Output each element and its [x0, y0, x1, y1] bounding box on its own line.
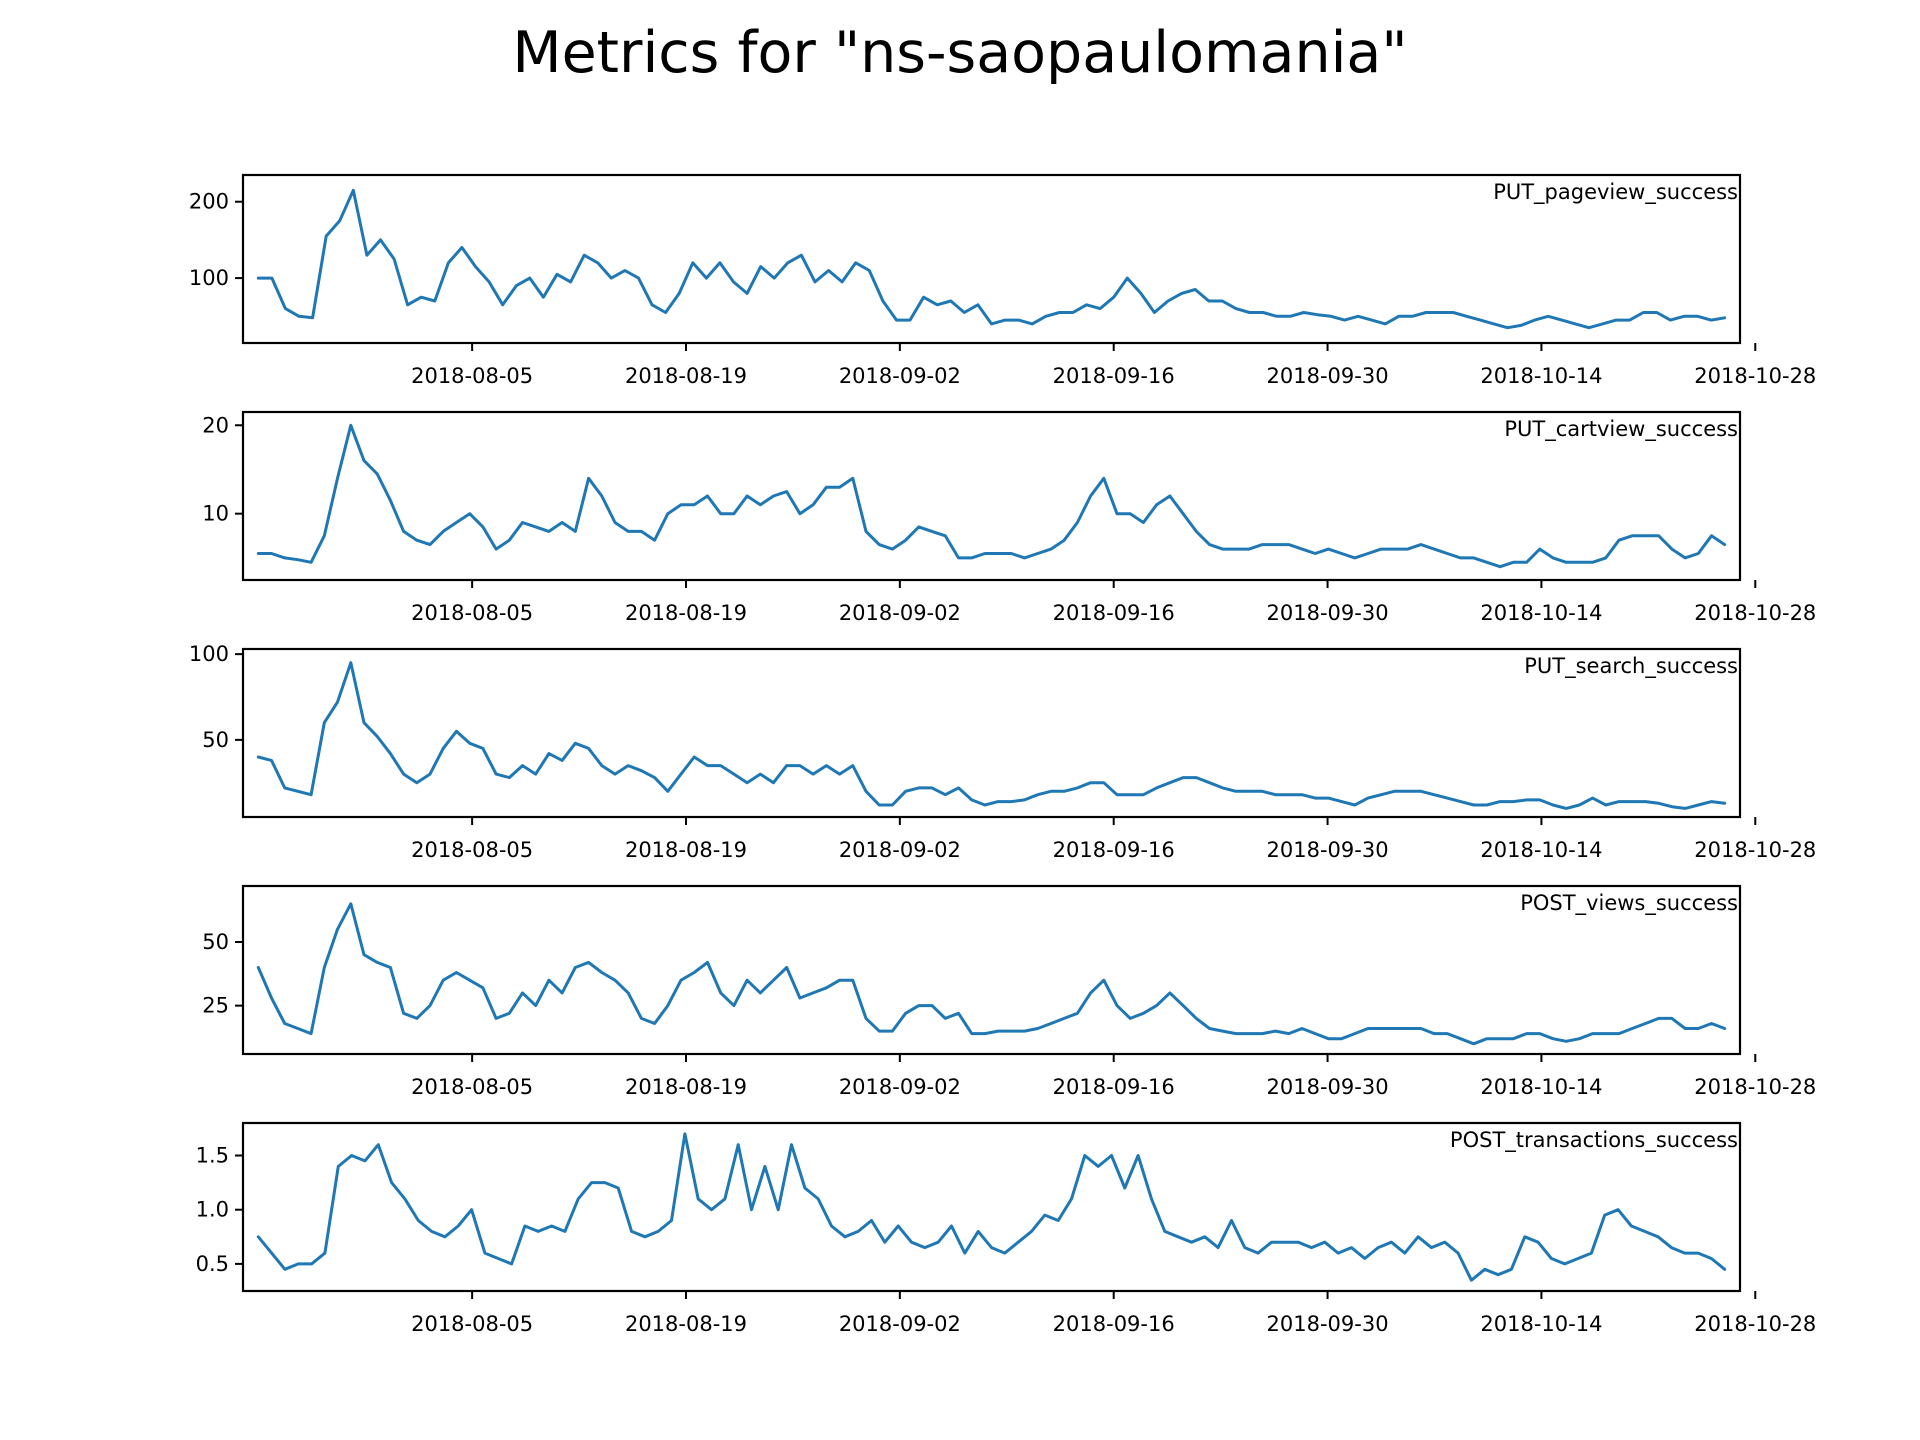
- panel-label: POST_transactions_success: [1450, 1128, 1738, 1153]
- x-tick-label: 2018-09-30: [1267, 838, 1389, 862]
- x-tick-label: 2018-10-14: [1480, 1312, 1602, 1336]
- series-line-PUT_search_success: [256, 661, 1727, 810]
- subplot-2: 10 20 2018-08-05 2018-08-19 2018-09-02 2018-0…: [202, 410, 1816, 625]
- x-tick-label: 2018-09-30: [1267, 364, 1389, 388]
- x-tick-label: 2018-08-19: [625, 601, 747, 625]
- x-tick-label: 2018-09-02: [839, 364, 961, 388]
- series-line-PUT_cartview_success: [256, 423, 1727, 569]
- plot-frame: [241, 884, 1742, 1056]
- series-line-PUT_pageview_success: [256, 188, 1727, 330]
- panel-label: PUT_pageview_success: [1493, 180, 1738, 205]
- subplot-1: 100 200 2018-08-05 2018-08-19 2018-09-02 2018…: [189, 173, 1816, 388]
- x-tick-label: 2018-10-28: [1694, 601, 1816, 625]
- x-tick-label: 2018-10-28: [1694, 1312, 1816, 1336]
- subplot-3: 50 100 2018-08-05 2018-08-19 2018-09-02 2018-…: [189, 642, 1816, 862]
- x-tick-label: 2018-08-19: [625, 364, 747, 388]
- y-tick-label: 0.5: [196, 1252, 229, 1276]
- x-tick-label: 2018-09-30: [1267, 1312, 1389, 1336]
- plot-frame: [241, 410, 1742, 582]
- x-tick-label: 2018-10-28: [1694, 838, 1816, 862]
- x-tick-label: 2018-08-05: [411, 364, 533, 388]
- plot-frame: [241, 173, 1742, 345]
- x-tick-label: 2018-08-05: [411, 601, 533, 625]
- y-tick-label: 1.5: [196, 1144, 229, 1168]
- x-tick-label: 2018-09-30: [1267, 601, 1389, 625]
- subplot-5: 0.5 1.0 1.5 2018-08-05 2018-08-19 2018-09-02 2…: [196, 1121, 1816, 1336]
- x-tick-label: 2018-10-14: [1480, 1075, 1602, 1099]
- x-tick-label: 2018-09-02: [839, 1312, 961, 1336]
- series-line-POST_transactions_success: [256, 1132, 1727, 1282]
- y-tick-label: 200: [189, 190, 229, 214]
- y-tick-label: 50: [202, 930, 229, 954]
- x-tick-label: 2018-09-16: [1053, 364, 1175, 388]
- x-tick-label: 2018-08-05: [411, 838, 533, 862]
- x-tick-label: 2018-10-28: [1694, 1075, 1816, 1099]
- panel-label: PUT_search_success: [1524, 654, 1738, 679]
- x-tick-label: 2018-08-19: [625, 838, 747, 862]
- panel-label: POST_views_success: [1520, 891, 1738, 916]
- x-tick-label: 2018-08-19: [625, 1075, 747, 1099]
- y-tick-label: 20: [202, 413, 229, 437]
- x-tick-label: 2018-10-14: [1480, 601, 1602, 625]
- subplot-4: 25 50 2018-08-05 2018-08-19 2018-09-02 2018-0…: [202, 884, 1816, 1099]
- x-tick-label: 2018-10-28: [1694, 364, 1816, 388]
- plot-frame: [241, 1121, 1742, 1293]
- panel-label: PUT_cartview_success: [1504, 417, 1738, 442]
- x-tick-label: 2018-09-16: [1053, 601, 1175, 625]
- x-tick-label: 2018-09-16: [1053, 838, 1175, 862]
- x-tick-label: 2018-09-02: [839, 601, 961, 625]
- x-tick-label: 2018-08-05: [411, 1075, 533, 1099]
- y-tick-label: 1.0: [196, 1198, 229, 1222]
- x-tick-label: 2018-10-14: [1480, 364, 1602, 388]
- subplot-panels: 100 200 2018-08-05 2018-08-19 2018-09-02 2018…: [189, 173, 1816, 1336]
- y-tick-label: 100: [189, 266, 229, 290]
- series-line-POST_views_success: [256, 902, 1727, 1046]
- plot-frame: [241, 647, 1742, 819]
- x-tick-label: 2018-10-14: [1480, 838, 1602, 862]
- y-tick-label: 100: [189, 642, 229, 666]
- x-tick-label: 2018-09-16: [1053, 1075, 1175, 1099]
- x-tick-label: 2018-08-05: [411, 1312, 533, 1336]
- y-tick-label: 25: [202, 994, 229, 1018]
- y-tick-label: 10: [202, 502, 229, 526]
- figure-title: Metrics for "ns-saopaulomania": [512, 20, 1407, 86]
- x-tick-label: 2018-09-16: [1053, 1312, 1175, 1336]
- x-tick-label: 2018-09-02: [839, 838, 961, 862]
- y-tick-label: 50: [202, 728, 229, 752]
- x-tick-label: 2018-09-02: [839, 1075, 961, 1099]
- x-tick-label: 2018-09-30: [1267, 1075, 1389, 1099]
- x-tick-label: 2018-08-19: [625, 1312, 747, 1336]
